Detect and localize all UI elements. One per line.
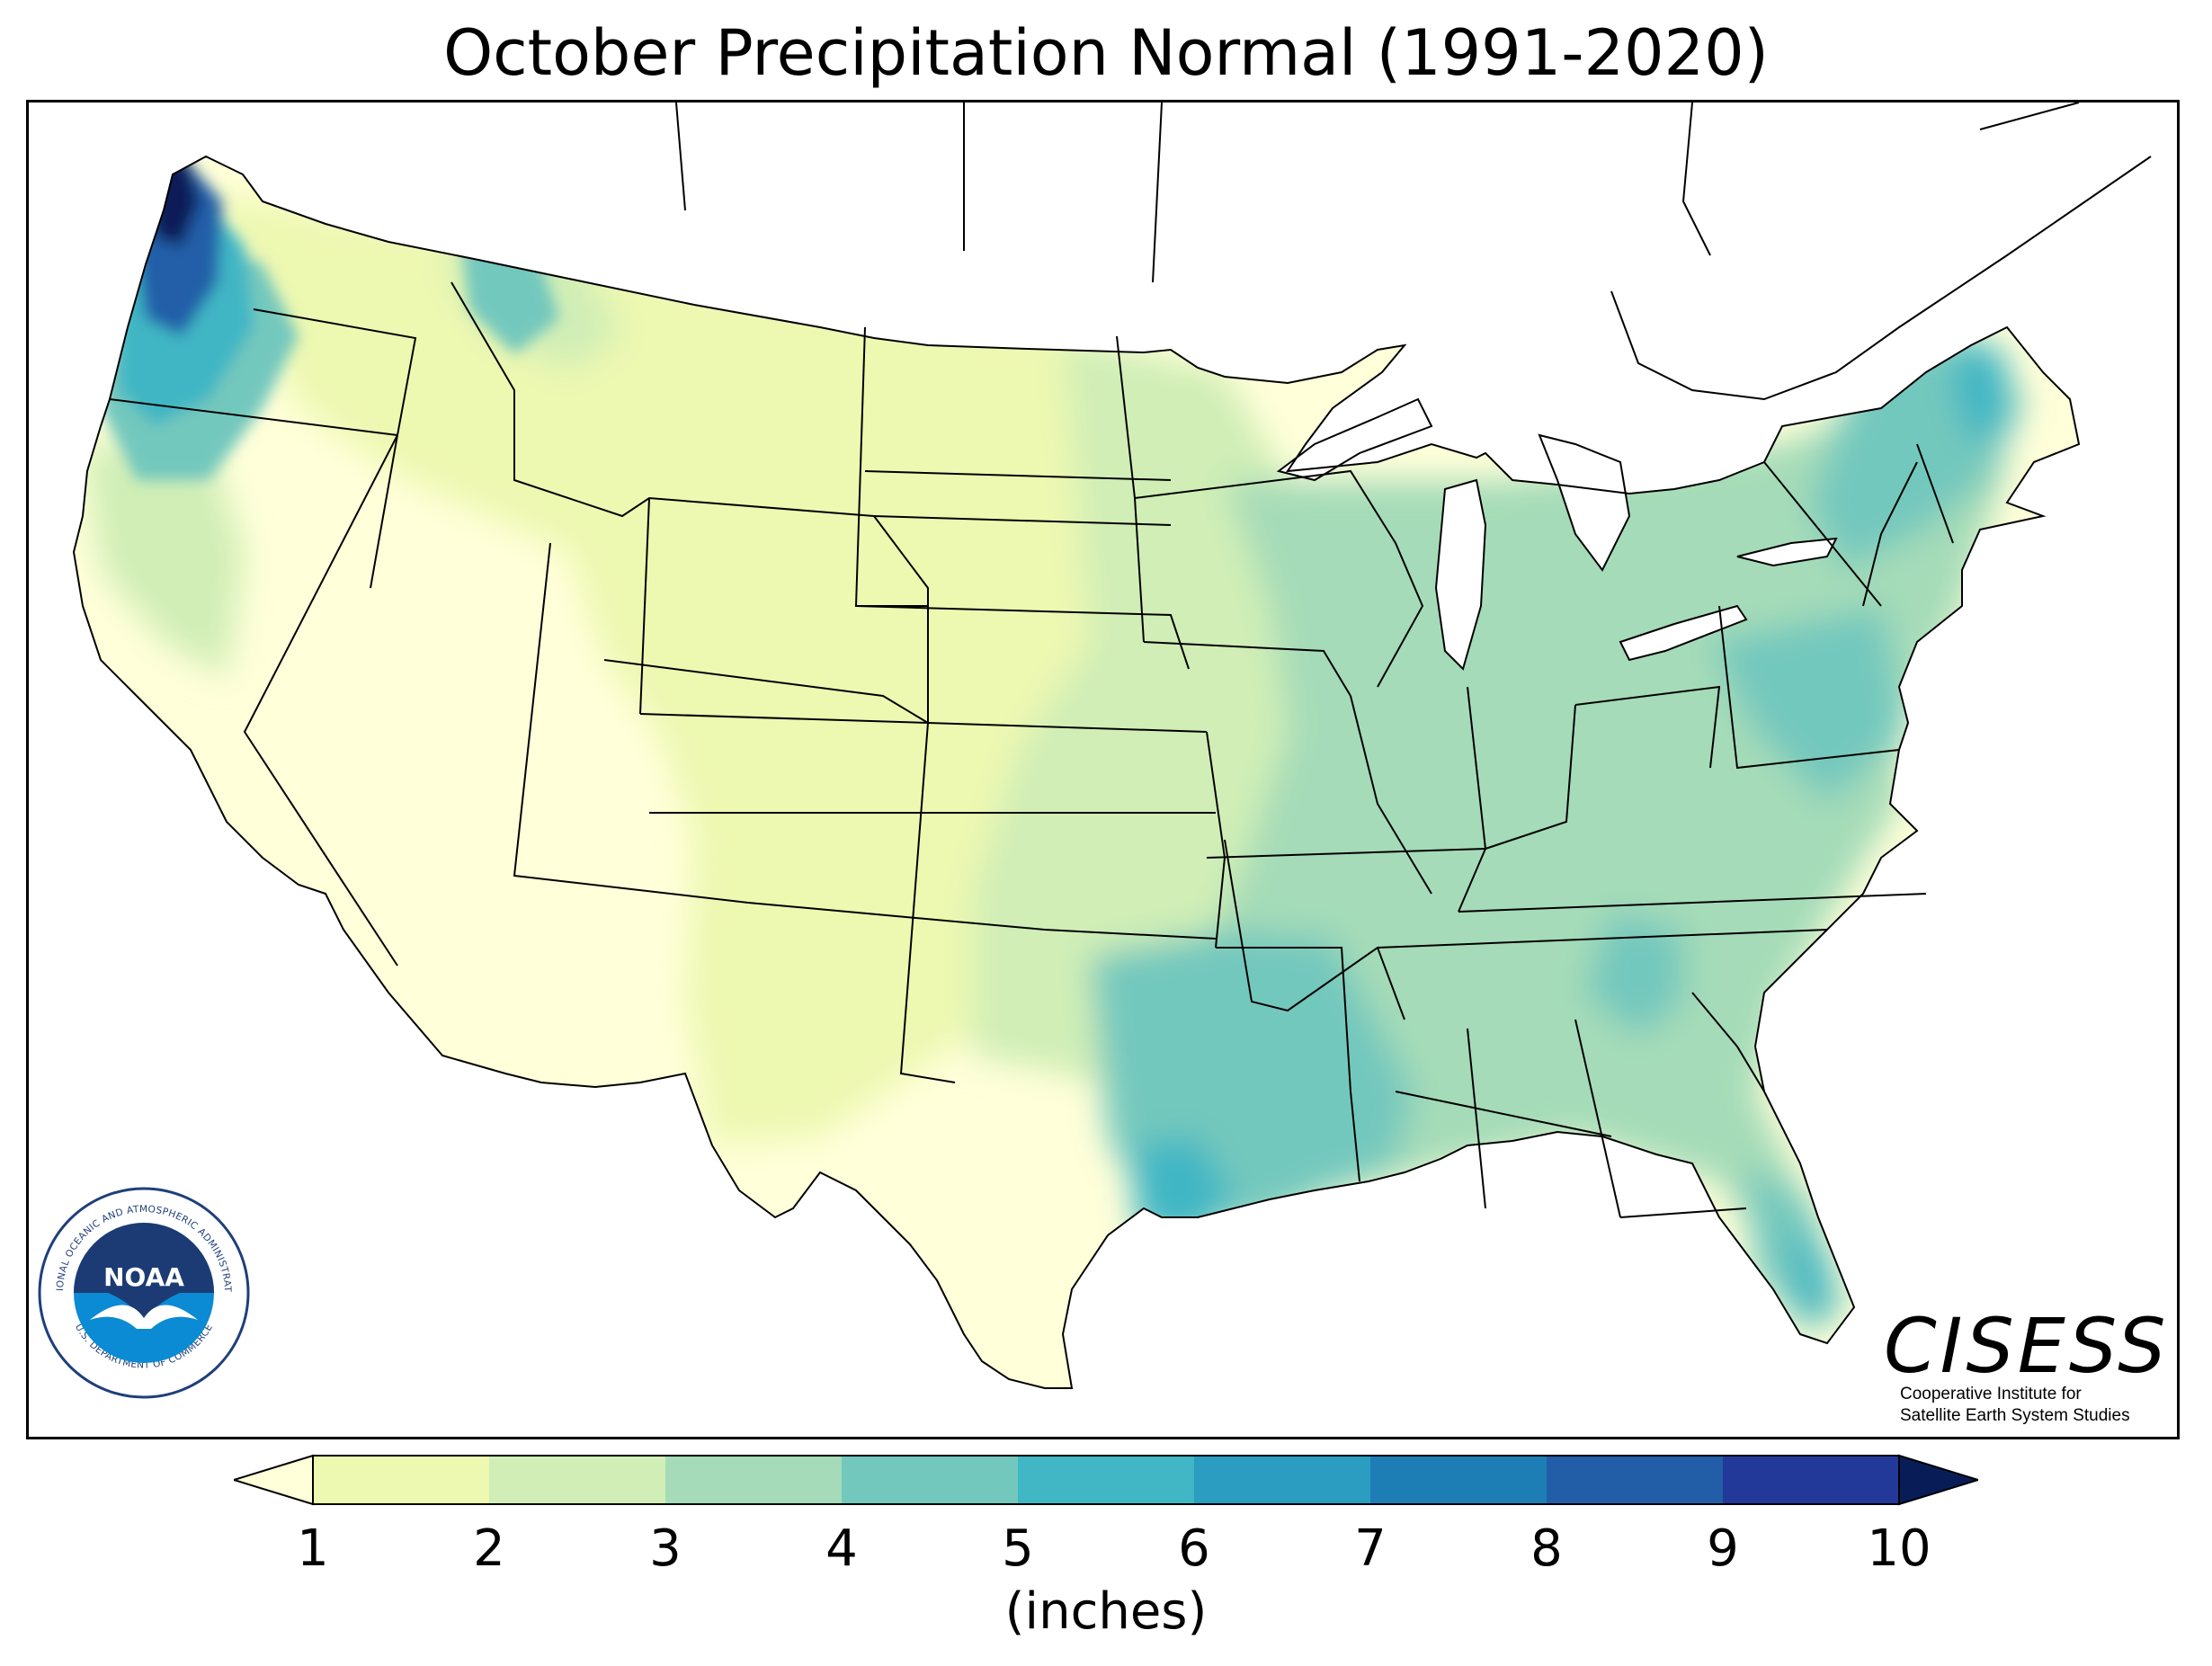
precipitation-map — [73, 102, 2152, 1389]
colorbar-tick-label: 2 — [473, 1519, 505, 1578]
colorbar-tick-label: 10 — [1867, 1519, 1931, 1578]
colorbar-tick-label: 6 — [1178, 1519, 1210, 1578]
cisess-line-1: Cooperative Institute for — [1900, 1385, 2082, 1403]
colorbar-bin — [1018, 1456, 1195, 1504]
colorbar-tick-label: 3 — [649, 1519, 682, 1578]
noaa-logo: NATIONAL OCEANIC AND ATMOSPHERIC ADMINIS… — [36, 1185, 250, 1399]
colorbar-tick-label: 9 — [1707, 1519, 1739, 1578]
colorbar-tick-label: 8 — [1530, 1519, 1563, 1578]
colorbar-bin — [1547, 1456, 1724, 1504]
cisess-line-2: Satellite Earth System Studies — [1900, 1406, 2130, 1425]
map-frame — [26, 100, 2180, 1439]
colorbar-under-arrow — [234, 1454, 314, 1506]
colorbar-units: (inches) — [1004, 1582, 1208, 1641]
colorbar-bin — [489, 1456, 666, 1504]
colorbar-over-arrow — [1898, 1454, 1978, 1506]
colorbar-frame — [312, 1455, 1900, 1505]
colorbar-bin — [842, 1456, 1019, 1504]
colorbar-tick-label: 7 — [1354, 1519, 1387, 1578]
colorbar-bin — [1370, 1456, 1548, 1504]
precipitation-field — [74, 156, 2079, 1388]
colorbar-tick-label: 4 — [825, 1519, 858, 1578]
colorbar-bin — [1723, 1456, 1900, 1504]
colorbar-bin — [313, 1456, 490, 1504]
colorbar-bin — [665, 1456, 843, 1504]
cisess-wordmark: CISESS — [1884, 1302, 2170, 1390]
international-borders — [675, 102, 2152, 401]
great-lakes — [1276, 397, 1838, 671]
colorbar-tick-label: 5 — [1002, 1519, 1034, 1578]
noaa-center-text: NOAA — [103, 1262, 184, 1292]
state-borders — [73, 156, 2080, 1389]
colorbar — [234, 1454, 1978, 1506]
colorbar-tick-label: 1 — [297, 1519, 329, 1578]
map-title: October Precipitation Normal (1991-2020) — [443, 16, 1769, 90]
colorbar-bin — [1194, 1456, 1371, 1504]
cisess-logo: CISESS Cooperative Institute for Satelli… — [1884, 1302, 2170, 1427]
